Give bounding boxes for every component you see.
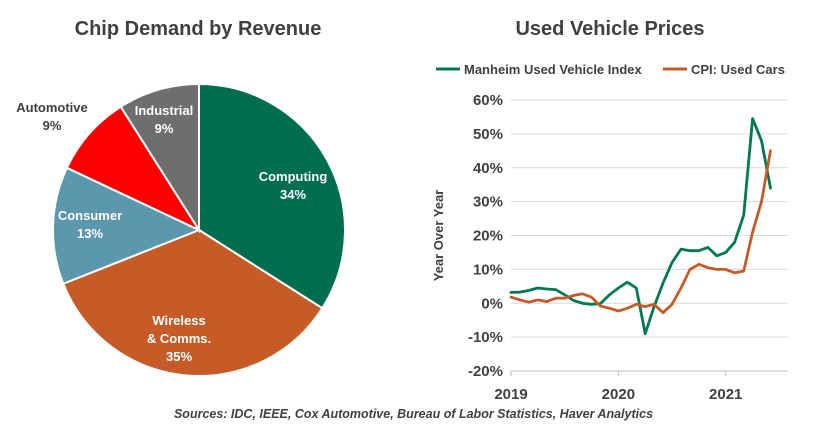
series-line-cpi-used-cars (509, 149, 772, 315)
pie-slice-wireless (61, 228, 324, 377)
pie-label-line: & Comms. (147, 331, 211, 346)
pie-label-line: Industrial (135, 103, 194, 118)
pie-label-consumer: Consumer 13% (58, 208, 122, 241)
legend-label: Manheim Used Vehicle Index (464, 62, 642, 77)
pie-label-line: 13% (77, 226, 103, 241)
line-chart-title: Used Vehicle Prices (515, 18, 705, 40)
y-axis-label: Year Over Year (431, 190, 446, 282)
series-line-manheim-used-vehicle-index (509, 117, 772, 336)
y-tick-label: 0% (481, 295, 503, 312)
y-tick-label: 40% (473, 160, 503, 177)
pie-label-line: 34% (280, 187, 306, 202)
pie-label-line: 35% (166, 349, 192, 364)
y-tick-label: 60% (473, 92, 503, 109)
y-tick-label: -10% (468, 329, 503, 346)
pie-label-automotive: Automotive 9% (16, 100, 88, 133)
legend-label: CPI: Used Cars (691, 62, 785, 77)
pie-label-line: Wireless (152, 313, 205, 328)
y-tick-label: 10% (473, 261, 503, 278)
pie-label-computing: Computing 34% (259, 169, 328, 202)
pie-slice-consumer (52, 166, 202, 286)
pie-label-line: Computing (259, 169, 328, 184)
x-tick-label: 2020 (602, 386, 635, 403)
y-tick-label: -20% (468, 363, 503, 380)
pie-slice-industrial (119, 82, 200, 234)
pie-label-line: Automotive (16, 100, 88, 115)
pie-chart: Computing 34% Wireless & Comms. 35% Consumer 1… (16, 82, 346, 377)
x-tick-label: 2019 (494, 386, 527, 403)
pie-label-line: Consumer (58, 208, 122, 223)
source-note: Sources: IDC, IEEE, Cox Automotive, Bure… (173, 407, 654, 421)
y-tick-label: 20% (473, 228, 503, 245)
pie-label-line: 9% (43, 118, 62, 133)
y-tick-label: 30% (473, 194, 503, 211)
pie-chart-title: Chip Demand by Revenue (74, 18, 322, 40)
line-chart: -20% -10% 0% 10% 20% 30% 40% 50% 60% 2019 2020 2021… (431, 62, 788, 403)
pie-label-wireless: Wireless & Comms. 35% (147, 313, 211, 364)
pie-slice-automotive (65, 105, 202, 233)
pie-label-industrial: Industrial 9% (135, 103, 194, 136)
y-tick-label: 50% (473, 126, 503, 143)
x-tick-label: 2021 (709, 386, 742, 403)
pie-label-line: 9% (155, 121, 174, 136)
